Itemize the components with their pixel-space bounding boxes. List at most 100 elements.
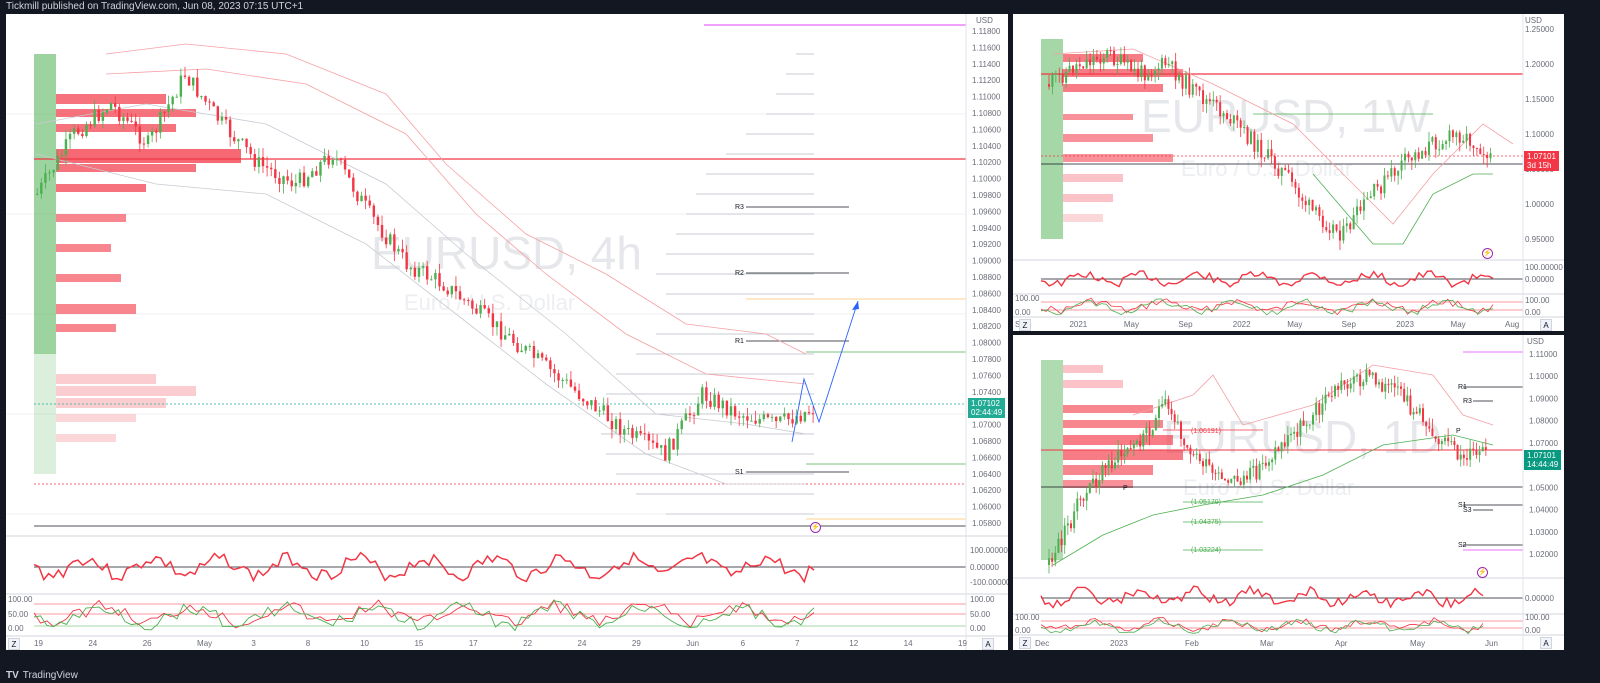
- candle-body: [1249, 131, 1252, 144]
- tradingview-footer[interactable]: TV TradingView: [0, 669, 1600, 683]
- candle-body: [409, 267, 412, 270]
- candle-body: [393, 234, 396, 252]
- candle-body: [130, 120, 133, 122]
- pivot-s1-label: S1: [735, 469, 744, 476]
- candle-body: [241, 138, 244, 140]
- auto-scale-button[interactable]: A: [1540, 319, 1552, 331]
- chart-canvas-4h[interactable]: EURUSD, 4h Euro / U.S. Dollar: [6, 14, 1008, 650]
- candle-body: [1119, 54, 1122, 64]
- candle-body: [705, 387, 708, 401]
- candle-body: [1117, 449, 1120, 463]
- candle-body: [1252, 465, 1255, 468]
- candle-body: [1342, 225, 1345, 241]
- candle-body: [208, 101, 211, 103]
- chart-panel-1w[interactable]: EURUSD, 1W Euro / U.S. Dollar: [1013, 14, 1564, 331]
- candle-body: [249, 147, 252, 155]
- brand-label: TradingView: [22, 670, 78, 681]
- candle-body: [1195, 453, 1198, 455]
- flash-icon[interactable]: ⚡: [810, 522, 821, 533]
- price-tick-label: 1.08200: [972, 322, 1001, 331]
- candle-body: [725, 400, 729, 416]
- candle-body: [803, 412, 807, 422]
- price-tick-label: 1.10200: [972, 158, 1001, 167]
- candle-body: [1369, 196, 1372, 199]
- candle-body: [1109, 50, 1112, 52]
- time-tick-label: 7: [795, 639, 800, 648]
- candle-body: [1418, 408, 1421, 414]
- candle-body: [1287, 169, 1290, 173]
- candle-body: [1371, 372, 1374, 376]
- candle-body: [319, 162, 322, 176]
- chart-canvas-1w[interactable]: EURUSD, 1W Euro / U.S. Dollar: [1013, 14, 1564, 331]
- candle-body: [762, 414, 766, 420]
- candle-body: [1061, 74, 1064, 83]
- candle-body: [216, 106, 220, 121]
- candle-body: [1451, 130, 1454, 138]
- candle-body: [1178, 75, 1181, 81]
- price-tick-label: 1.10800: [972, 109, 1001, 118]
- candle-body: [192, 77, 195, 86]
- zoom-button[interactable]: Z: [8, 638, 20, 650]
- candle-body: [1299, 420, 1302, 437]
- time-tick-label: May: [1124, 320, 1139, 329]
- svg-text:-100.00000: -100.00000: [970, 578, 1008, 587]
- candle-body: [602, 405, 605, 411]
- candle-body: [1246, 127, 1249, 144]
- chart-panel-1d[interactable]: EURUSD, 1D Euro / U.S. Dollar R1: [1013, 335, 1564, 650]
- svg-text:100.00: 100.00: [970, 595, 995, 604]
- candle-body: [807, 412, 811, 414]
- symbol-watermark-1d: EURUSD, 1D: [1163, 411, 1442, 463]
- time-tick-label: Feb: [1185, 639, 1199, 648]
- candle-body: [1277, 447, 1280, 452]
- candle-body: [713, 394, 716, 407]
- auto-scale-button[interactable]: A: [982, 638, 994, 650]
- candle-body: [1098, 480, 1101, 488]
- candle-body: [1082, 498, 1085, 501]
- time-axis-4h[interactable]: 19 24 26 May 3 8 10 15 17 22 24 29 Jun 6 7 12 14 19: [34, 639, 967, 648]
- flash-icon[interactable]: ⚡: [1477, 567, 1488, 578]
- candle-body: [413, 267, 417, 277]
- chart-canvas-1d[interactable]: EURUSD, 1D Euro / U.S. Dollar R1: [1013, 335, 1564, 650]
- time-axis-1d[interactable]: Dec 2023 Feb Mar Apr May Jun: [1035, 639, 1498, 648]
- candle-body: [1368, 369, 1371, 376]
- candle-body: [294, 182, 298, 187]
- candle-body: [1421, 151, 1424, 159]
- candle-body: [1455, 132, 1458, 138]
- candle-body: [1073, 511, 1076, 529]
- time-tick-label: Sep: [1178, 320, 1193, 329]
- projection-path[interactable]: [791, 300, 859, 443]
- price-envelope: [35, 43, 807, 485]
- chart-panel-4h[interactable]: EURUSD, 4h Euro / U.S. Dollar: [6, 14, 1008, 650]
- candle-body: [1068, 65, 1071, 72]
- candle-body: [1092, 56, 1095, 66]
- candle-body: [1205, 99, 1208, 104]
- candle-body: [1058, 73, 1061, 75]
- candle-body: [426, 266, 429, 280]
- candle-body: [56, 155, 59, 171]
- candle-body: [1106, 50, 1109, 58]
- candle-body: [692, 415, 696, 417]
- candle-body: [105, 110, 109, 113]
- zoom-button[interactable]: Z: [1019, 637, 1031, 649]
- candle-body: [1459, 454, 1462, 460]
- auto-scale-button[interactable]: A: [1540, 637, 1552, 649]
- candle-body: [1048, 558, 1050, 565]
- candle-body: [1198, 453, 1201, 462]
- time-tick-label: 19: [34, 639, 43, 648]
- candle-body: [1174, 61, 1177, 81]
- price-tick-label: 1.07400: [972, 388, 1001, 397]
- price-tick-label: 1.05800: [972, 519, 1001, 528]
- zoom-button[interactable]: Z: [1019, 319, 1031, 331]
- candle-body: [1099, 59, 1102, 64]
- candle-body: [1219, 102, 1222, 117]
- current-price-tag-1d: 1.07101 14:44:49: [1524, 450, 1562, 470]
- candle-body: [1404, 153, 1406, 161]
- candle-body: [1469, 448, 1472, 460]
- flash-icon[interactable]: ⚡: [1482, 248, 1493, 259]
- candle-body: [1403, 388, 1406, 402]
- candle-body: [1359, 206, 1362, 211]
- candle-body: [516, 343, 519, 353]
- price-tick-label: 1.07000: [1529, 439, 1558, 448]
- candle-body: [787, 413, 790, 420]
- candle-body: [471, 300, 474, 309]
